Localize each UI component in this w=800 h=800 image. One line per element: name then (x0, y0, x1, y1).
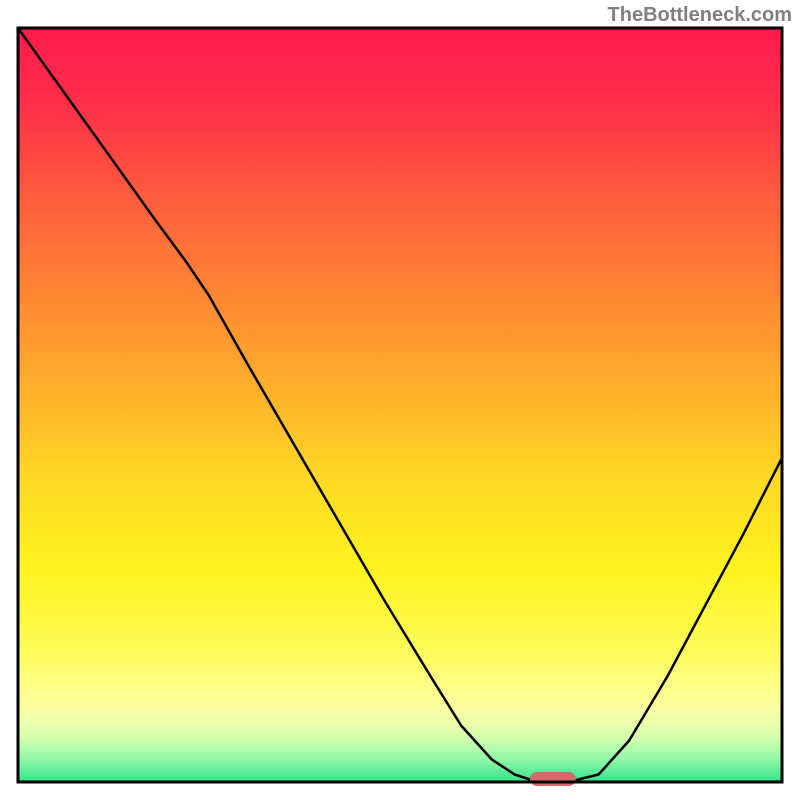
plot-background (18, 28, 782, 782)
chart-container: TheBottleneck.com (0, 0, 800, 800)
attribution-label: TheBottleneck.com (608, 4, 792, 27)
bottleneck-chart (0, 0, 800, 800)
optimal-marker (530, 772, 576, 786)
